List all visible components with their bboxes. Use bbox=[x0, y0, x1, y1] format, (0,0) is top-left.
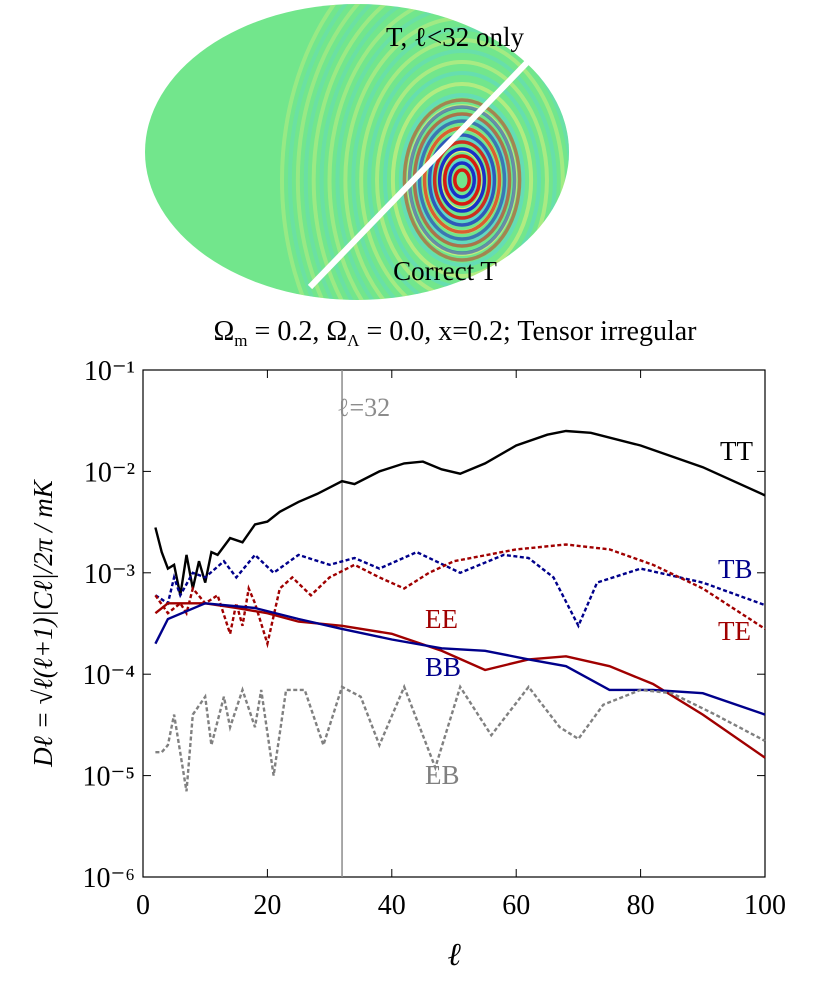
title-part: m bbox=[234, 331, 247, 350]
ring bbox=[398, 93, 526, 267]
ring bbox=[280, 4, 569, 300]
series-label: TE bbox=[718, 616, 751, 646]
x-tick-label: 60 bbox=[502, 890, 530, 921]
ring bbox=[417, 119, 507, 241]
ring bbox=[351, 27, 569, 300]
series-label: TT bbox=[720, 436, 753, 466]
series-label: TB bbox=[718, 554, 753, 584]
ring bbox=[303, 4, 569, 300]
ring bbox=[453, 168, 471, 192]
ring bbox=[448, 161, 476, 199]
ring bbox=[311, 4, 569, 300]
x-tick-label: 80 bbox=[627, 890, 655, 921]
ring bbox=[430, 137, 494, 223]
map-label: T, ℓ<32 only bbox=[386, 22, 524, 52]
x-tick-label: 0 bbox=[136, 890, 150, 921]
series-label: BB bbox=[425, 652, 461, 682]
ring bbox=[319, 4, 569, 300]
ring bbox=[327, 4, 569, 300]
title-part: Ω bbox=[213, 316, 234, 347]
ring bbox=[442, 154, 482, 206]
y-tick-label: 10⁻⁴ bbox=[82, 660, 135, 691]
reference-label: ℓ=32 bbox=[337, 393, 390, 422]
ring bbox=[437, 147, 487, 213]
ring bbox=[287, 4, 569, 300]
y-tick-label: 10⁻³ bbox=[84, 559, 135, 590]
series-line bbox=[154, 543, 766, 649]
series-label: EB bbox=[425, 760, 460, 790]
ring bbox=[367, 49, 557, 300]
map-label: Correct T bbox=[393, 256, 497, 286]
plot-frame bbox=[142, 369, 766, 878]
ring bbox=[359, 38, 565, 300]
ring bbox=[390, 82, 534, 278]
title-part: Λ bbox=[347, 331, 360, 350]
ring bbox=[295, 4, 569, 300]
chart-title: Ωm = 0.2, ΩΛ = 0.0, x=0.2; Tensor irregu… bbox=[213, 316, 697, 350]
title-part: = 0.0, x=0.2; Tensor irregular bbox=[359, 316, 697, 347]
sky-map: T, ℓ<32 only Correct T bbox=[145, 4, 575, 300]
x-tick-label: 20 bbox=[253, 890, 281, 921]
y-tick-label: 10⁻⁶ bbox=[82, 863, 135, 894]
y-axis-label: Dℓ = √ℓ(ℓ+1)|Cℓ|/2π / mK bbox=[28, 478, 58, 768]
y-tick-label: 10⁻² bbox=[84, 457, 135, 488]
y-tick-label: 10⁻¹ bbox=[84, 356, 135, 387]
ring bbox=[402, 98, 522, 262]
series-line bbox=[154, 550, 766, 629]
title-part: = 0.2, Ω bbox=[248, 316, 348, 347]
ring bbox=[427, 133, 497, 227]
x-tick-label: 100 bbox=[744, 890, 786, 921]
series-line bbox=[154, 429, 766, 596]
series-label: EE bbox=[425, 604, 458, 634]
ring bbox=[432, 140, 492, 220]
x-tick-label: 40 bbox=[378, 890, 406, 921]
x-axis-label: ℓ bbox=[447, 936, 461, 972]
y-tick-label: 10⁻⁵ bbox=[82, 762, 135, 793]
series-line bbox=[155, 683, 766, 792]
